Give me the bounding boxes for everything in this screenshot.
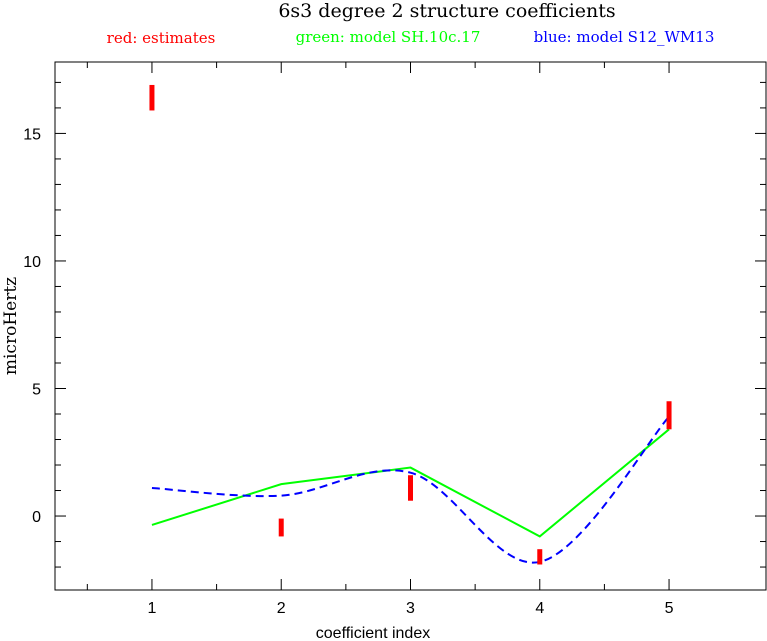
x-tick-label: 2 xyxy=(277,600,286,617)
series-line-2 xyxy=(151,415,670,564)
tick-labels: 1 2 3 4 5 0 5 10 15 xyxy=(23,126,673,617)
x-tick-label: 3 xyxy=(406,600,415,617)
chart-title: 6s3 degree 2 structure coefficients xyxy=(278,0,615,22)
y-tick-label: 5 xyxy=(32,381,41,398)
y-axis-label: microHertz xyxy=(1,277,21,375)
axis-ticks xyxy=(55,62,766,590)
y-tick-label: 15 xyxy=(23,126,41,143)
x-axis-label: coefficient index xyxy=(316,625,430,641)
series-line-1 xyxy=(151,428,670,538)
y-tick-label: 0 xyxy=(32,509,41,526)
x-tick-label: 1 xyxy=(148,600,157,617)
plot-frame xyxy=(54,61,767,591)
estimate-error-bars xyxy=(149,84,672,565)
x-tick-label: 5 xyxy=(665,600,674,617)
legend-model-sh10c17: green: model SH.10c.17 xyxy=(296,28,481,46)
series-lines xyxy=(151,415,670,564)
y-tick-label: 10 xyxy=(23,254,41,271)
x-tick-label: 4 xyxy=(535,600,544,617)
legend-model-s12wm13: blue: model S12_WM13 xyxy=(534,28,715,46)
legend-estimates: red: estimates xyxy=(107,29,216,47)
